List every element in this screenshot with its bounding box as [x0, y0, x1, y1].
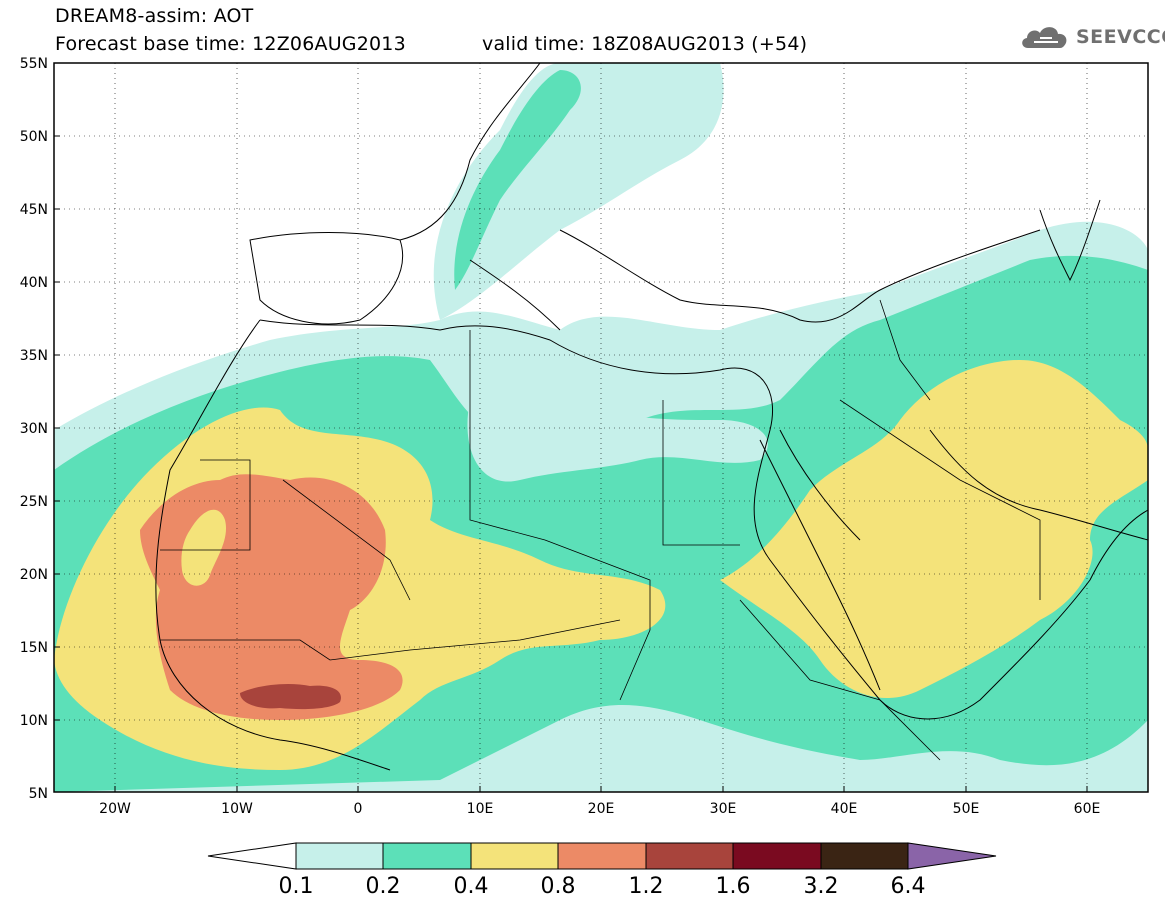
logo-text: SEEVCCC	[1076, 26, 1165, 48]
lon-label: 40E	[831, 801, 858, 817]
coast-caspian	[1039, 199, 1101, 282]
lon-label: 0	[354, 801, 363, 817]
aot-band-0-1-north	[433, 63, 724, 320]
border-algeria-libya	[469, 330, 546, 541]
colorbar-label: 0.1	[279, 874, 314, 899]
longitude-labels: 20W 10W 0 10E 20E 30E 40E 50E 60E	[99, 801, 1100, 817]
axis-ticks	[54, 62, 1088, 792]
coast-arabia	[929, 429, 1148, 541]
lon-label: 50E	[953, 801, 980, 817]
lat-label: 15N	[20, 640, 48, 656]
border-libya-egypt	[662, 400, 740, 546]
lat-label: 25N	[20, 494, 48, 510]
colorbar-swatch	[557, 842, 647, 870]
lon-label: 20E	[588, 801, 615, 817]
aot-band-0-4-arabia	[720, 360, 1148, 699]
lat-label: 45N	[20, 202, 48, 218]
lat-label: 30N	[20, 421, 48, 437]
border-mali-niger	[282, 479, 411, 601]
colorbar-label: 1.6	[716, 874, 751, 899]
border-ethiopia	[739, 599, 941, 761]
lat-label: 35N	[20, 348, 48, 364]
colorbar-swatch	[470, 842, 559, 870]
coast-red-sea	[759, 429, 881, 691]
colorbar-label: 1.2	[629, 874, 664, 899]
valid-time: valid time: 18Z08AUG2013 (+54)	[482, 33, 808, 55]
lat-label: 5N	[29, 786, 48, 802]
coast-west-africa	[155, 319, 391, 771]
colorbar-label: 0.2	[366, 874, 401, 899]
country-borders	[160, 299, 1041, 761]
colorbar-swatch	[382, 842, 472, 870]
aot-hole-mid	[181, 509, 227, 586]
coast-iberia	[249, 232, 404, 325]
colorbar-swatch	[645, 842, 734, 870]
colorbar-swatch	[732, 842, 822, 870]
lat-label: 40N	[20, 275, 48, 291]
aot-band-1-2	[240, 684, 341, 710]
latitude-labels: 55N 50N 45N 40N 35N 30N 25N 20N 15N 10N …	[20, 56, 48, 802]
seevccc-logo: SEEVCCC	[1018, 22, 1165, 52]
lon-label: 30E	[710, 801, 737, 817]
forecast-base-time: Forecast base time: 12Z06AUG2013	[55, 33, 406, 55]
border-mauritania	[160, 459, 251, 551]
lat-label: 10N	[20, 713, 48, 729]
lon-label: 10W	[221, 801, 253, 817]
coast-europe	[399, 63, 1041, 331]
cloud-icon	[1022, 27, 1067, 48]
colorbar	[207, 842, 997, 870]
lon-label: 10E	[467, 801, 494, 817]
colorbar-high-arrow	[907, 842, 997, 870]
lon-label: 20W	[99, 801, 131, 817]
lat-label: 50N	[20, 129, 48, 145]
colorbar-label: 0.8	[541, 874, 576, 899]
aot-band-0-2-north	[454, 70, 581, 290]
lon-label: 60E	[1074, 801, 1101, 817]
aot-contour-field	[54, 63, 1148, 792]
coast-nw-africa	[259, 319, 1148, 720]
colorbar-swatch	[820, 842, 909, 870]
colorbar-swatch	[295, 842, 384, 870]
colorbar-label: 3.2	[804, 874, 839, 899]
coastlines	[155, 63, 1148, 771]
map-title: DREAM8-assim: AOT	[55, 5, 254, 27]
colorbar-labels: 0.1 0.2 0.4 0.8 1.2 1.6 3.2 6.4	[279, 874, 926, 899]
lat-label: 20N	[20, 567, 48, 583]
colorbar-low-arrow	[207, 842, 297, 870]
lat-label: 55N	[20, 56, 48, 72]
colorbar-label: 6.4	[891, 874, 926, 899]
border-saudi	[839, 399, 1041, 600]
aot-hole-low	[467, 395, 768, 482]
border-chad-sudan	[544, 539, 651, 701]
colorbar-label: 0.4	[454, 874, 489, 899]
border-sahel	[160, 619, 621, 661]
border-iraq-iran	[879, 299, 931, 401]
